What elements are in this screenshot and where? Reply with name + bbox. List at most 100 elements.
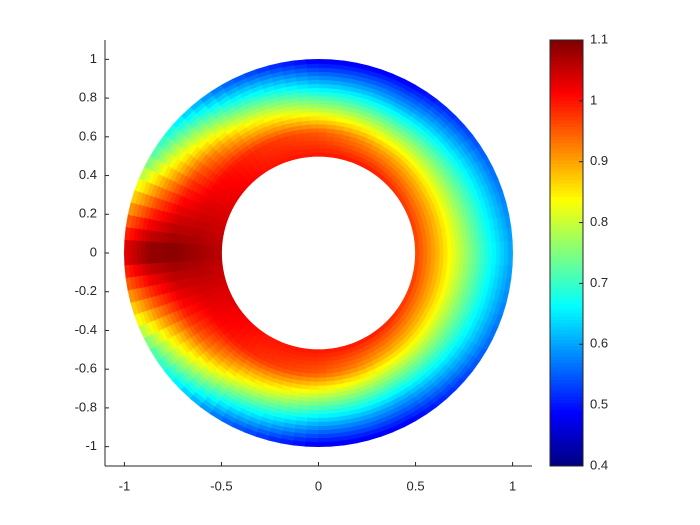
colorbar-step xyxy=(550,193,583,197)
colorbar-step xyxy=(550,146,583,151)
contour-cell xyxy=(318,357,327,363)
colorbar-step xyxy=(550,372,583,377)
colorbar-step xyxy=(550,392,583,397)
colorbar-step xyxy=(550,199,583,204)
contour-cell xyxy=(318,441,332,448)
colorbar-step xyxy=(550,89,583,94)
contour-cell xyxy=(188,252,194,262)
contour-cell xyxy=(414,245,421,254)
colorbar-step xyxy=(550,259,583,264)
colorbar-step xyxy=(550,149,583,154)
y-tick-label: 0.4 xyxy=(79,167,97,182)
contour-cell xyxy=(330,59,345,66)
y-tick-label: -0.8 xyxy=(75,399,97,414)
x-tick-label: 1 xyxy=(509,478,516,493)
colorbar-step xyxy=(550,216,583,221)
colorbar-step xyxy=(550,49,583,54)
colorbar: 0.4 0.5 0.6 0.7 0.8 0.9 1 1.1 xyxy=(549,31,608,472)
contour-cell xyxy=(311,349,319,355)
colorbar-tick-label: 1.1 xyxy=(590,31,608,46)
colorbar-step xyxy=(550,446,583,450)
colorbar-step xyxy=(550,262,583,267)
colorbar-step xyxy=(550,166,583,171)
colorbar-step xyxy=(550,356,583,360)
colorbar-step xyxy=(550,219,583,224)
colorbar-step xyxy=(550,366,583,370)
contour-cell xyxy=(506,264,513,279)
contour-cell xyxy=(506,227,513,242)
colorbar-step xyxy=(550,449,583,454)
colorbar-step xyxy=(550,362,583,367)
contour-cell xyxy=(123,252,130,267)
colorbar-step xyxy=(550,422,583,427)
colorbar-step xyxy=(550,332,583,337)
contour-cell xyxy=(309,377,319,383)
y-tick-label: -0.2 xyxy=(75,283,97,298)
x-tick-label: 0.5 xyxy=(407,478,425,493)
colorbar-step xyxy=(550,163,583,167)
contour-cell xyxy=(318,135,327,141)
colorbar-step xyxy=(550,266,583,271)
colorbar-step xyxy=(550,213,583,217)
contour-cell xyxy=(212,245,219,254)
contour-cell xyxy=(310,135,319,141)
contour-cell xyxy=(216,245,223,254)
colorbar-step xyxy=(550,272,583,277)
contour-cell xyxy=(292,440,307,447)
colorbar-step xyxy=(550,276,583,281)
colorbar-step xyxy=(550,342,583,347)
contour-cell xyxy=(435,244,441,254)
contour-cell xyxy=(188,244,194,254)
y-tick-label: 0.8 xyxy=(79,90,97,105)
contour-cell xyxy=(418,252,425,261)
colorbar-step xyxy=(550,106,583,111)
colorbar-tick-label: 0.6 xyxy=(590,336,608,351)
colorbar-step xyxy=(550,113,583,118)
contour-cell xyxy=(196,252,202,262)
contour-cell xyxy=(311,353,319,359)
colorbar-step xyxy=(550,66,583,71)
contour-cell xyxy=(310,131,319,137)
colorbar-step xyxy=(550,336,583,341)
colorbar-step xyxy=(550,292,583,297)
colorbar-step xyxy=(550,186,583,191)
colorbar-step xyxy=(550,269,583,274)
colorbar-step xyxy=(550,382,583,387)
contour-cell xyxy=(310,357,319,363)
colorbar-step xyxy=(550,196,583,201)
colorbar-step xyxy=(550,176,583,181)
colorbar-step xyxy=(550,309,583,314)
y-tick-label: 0.2 xyxy=(79,206,97,221)
contour-cell xyxy=(439,244,445,254)
colorbar-step xyxy=(550,183,583,187)
colorbar-step xyxy=(550,459,583,464)
colorbar-step xyxy=(550,56,583,61)
contour-cell xyxy=(318,365,327,371)
colorbar-step xyxy=(550,376,583,380)
colorbar-step xyxy=(550,402,583,407)
contour-cell xyxy=(204,252,210,261)
colorbar-step xyxy=(550,253,583,257)
colorbar-step xyxy=(550,96,583,101)
colorbar-step xyxy=(550,133,583,138)
colorbar-step xyxy=(550,46,583,51)
colorbar-step xyxy=(550,416,583,420)
contour-cell xyxy=(318,139,327,145)
colorbar-step xyxy=(550,69,583,74)
contour-cell xyxy=(212,252,219,261)
contour-cell xyxy=(435,252,441,262)
colorbar-frame xyxy=(549,39,584,467)
colorbar-step xyxy=(550,243,583,247)
colorbar-tick-label: 0.5 xyxy=(590,397,608,412)
contour-cell xyxy=(309,373,319,379)
colorbar-step xyxy=(550,369,583,374)
contour-cell xyxy=(124,227,131,242)
colorbar-step xyxy=(550,302,583,307)
contour-cell xyxy=(311,147,319,153)
colorbar-step xyxy=(550,206,583,211)
contour-cell xyxy=(184,243,190,254)
contour-cell xyxy=(310,361,319,367)
contour-cell xyxy=(318,377,328,383)
colorbar-step xyxy=(550,103,583,108)
